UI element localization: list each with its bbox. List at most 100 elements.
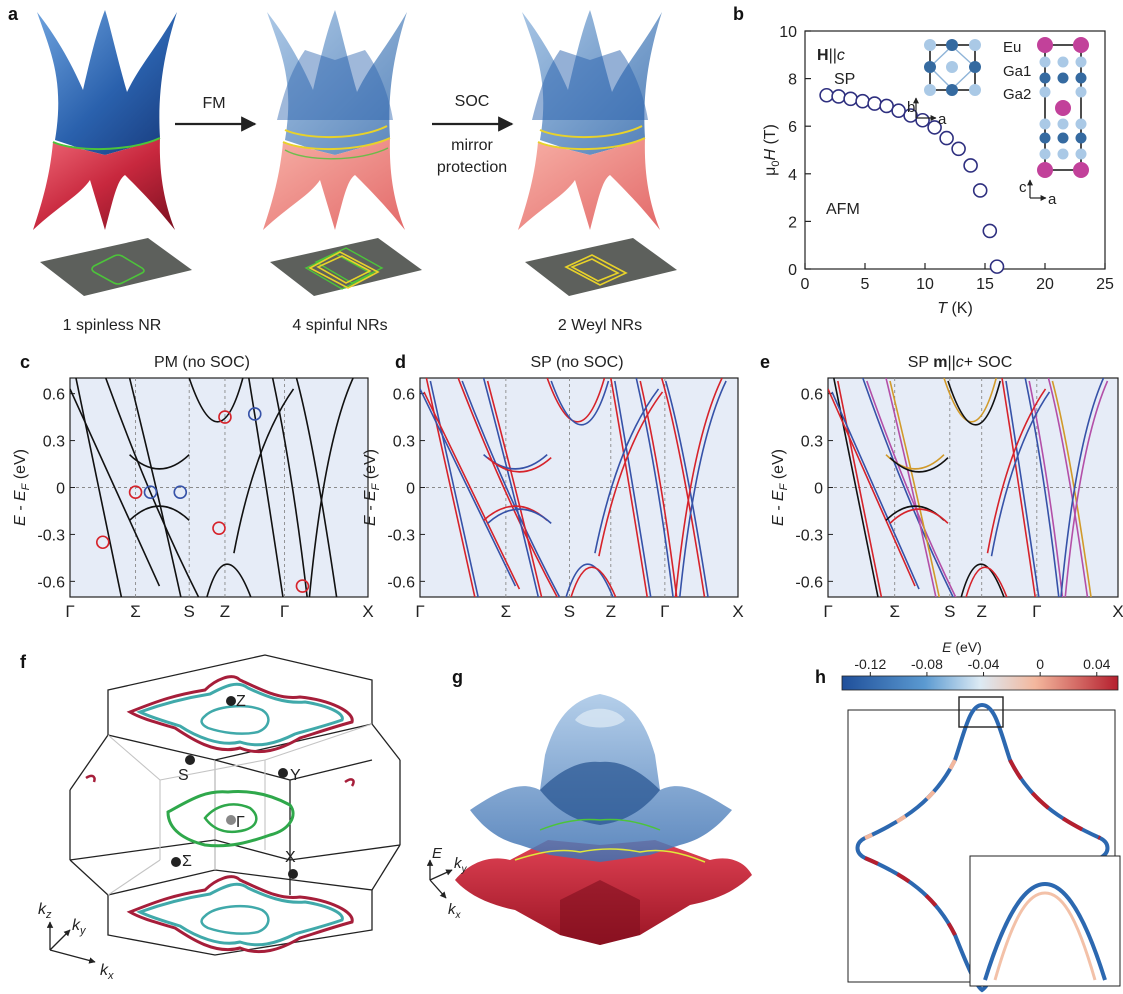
kx-label: kx	[100, 962, 114, 982]
atom-ga1	[969, 61, 981, 73]
panel-label-a: a	[8, 4, 19, 24]
nodal-ring-projection-1	[91, 254, 145, 285]
band-ylabel: E - EF (eV)	[362, 449, 382, 526]
lower-band-surface-shadow	[560, 880, 640, 945]
caption-1: 1 spinless NR	[63, 317, 162, 334]
phase-boundary-point	[915, 112, 930, 128]
nodal-point-marker	[173, 485, 188, 499]
hs-point-x	[288, 869, 298, 879]
panel-e-title: SP m||c+ SOC	[908, 354, 1013, 371]
atom-ga2	[1057, 118, 1069, 130]
band-line	[233, 388, 295, 554]
nodal-line-3d-green	[539, 818, 661, 831]
fermi-contour-segment-red	[1008, 759, 1101, 840]
y-tick-label: -0.6	[795, 574, 823, 591]
fermi-contour-segment-red-2	[864, 856, 957, 936]
band-line	[862, 378, 954, 597]
band-line	[248, 378, 284, 597]
colorbar-tick-label: -0.04	[968, 656, 1000, 672]
band-line	[594, 388, 660, 554]
weyl-ring-projection-1	[564, 254, 628, 286]
nodal-loop-bottom-inner	[136, 882, 344, 947]
legend-ga1: Ga1	[1003, 63, 1031, 80]
y-tick-label: 0	[406, 481, 415, 498]
band-line	[206, 563, 252, 597]
band-ylabel: E - EF (eV)	[770, 449, 790, 526]
panel-label-b: b	[733, 4, 744, 24]
atom-ga2	[1075, 86, 1087, 98]
panel-label-e: e	[760, 352, 770, 372]
hs-label-s: S	[178, 767, 189, 784]
kx-axis-arrow	[49, 949, 96, 964]
band-line-split	[679, 380, 727, 597]
phase-boundary-point	[843, 91, 858, 107]
colorbar-tick-label: 0.04	[1083, 656, 1110, 672]
bz-front-edge	[289, 759, 373, 781]
kpoint-label: S	[944, 602, 955, 621]
kpoint-label: Γ	[823, 602, 832, 621]
kpoint-label: X	[362, 602, 373, 621]
phase-boundary-point	[855, 93, 870, 109]
x-tick-label: 5	[861, 276, 870, 293]
hs-label-z: Z	[236, 693, 246, 710]
colorbar	[841, 675, 1119, 691]
bz-front-edge	[69, 839, 216, 861]
axis-b-label: b	[907, 99, 915, 116]
nodal-loop-middle-outer	[166, 790, 295, 848]
weyl-ring-projection-2	[570, 258, 620, 282]
bz-hidden-edges	[107, 723, 373, 896]
panel-label-c: c	[20, 352, 30, 372]
band-line	[128, 378, 182, 597]
band-line	[482, 378, 540, 597]
y-tick-label: 10	[779, 24, 797, 41]
kpoint-label: Γ	[415, 602, 424, 621]
panel-label-g: g	[452, 667, 463, 687]
colorbar-tick-label: -0.12	[854, 656, 886, 672]
phase-boundary-point	[972, 183, 988, 198]
band-ylabel: E - EF (eV)	[12, 449, 32, 526]
phase-diagram-points	[819, 87, 1005, 274]
nodal-ring-green	[52, 137, 161, 151]
kpoint-label: Z	[220, 602, 230, 621]
upper-band-top-cup	[575, 708, 625, 728]
band-line	[295, 378, 338, 597]
x-tick-label: 20	[1036, 276, 1054, 293]
nodal-point-marker	[212, 521, 226, 535]
band-line	[828, 388, 916, 587]
zoom-inset-contour-blue	[983, 881, 1107, 981]
plane-3	[525, 238, 677, 296]
upper-band-surface-core	[540, 761, 660, 825]
band-line-split	[486, 380, 543, 597]
band-line-split	[487, 508, 552, 524]
band-line	[960, 563, 1005, 597]
y-tick-label: 6	[788, 119, 797, 136]
atom-ga2	[1039, 86, 1051, 98]
x-tick-label: 10	[916, 276, 934, 293]
band-line-split	[990, 391, 1051, 557]
upper-band-surface-shift	[277, 50, 393, 120]
phase-boundary-point	[819, 87, 834, 103]
plane-1	[40, 238, 192, 296]
bz-edge	[69, 734, 109, 791]
nodal-loop-edge-right	[344, 778, 355, 787]
band-line	[425, 378, 476, 597]
caption-3: 2 Weyl NRs	[558, 317, 642, 334]
band-line-split	[1064, 380, 1109, 597]
unit-cell-ac	[1044, 44, 1082, 171]
atom-ga1	[1075, 72, 1087, 84]
band-cone-2	[263, 10, 407, 230]
panel-label-d: d	[395, 352, 406, 372]
phase-boundary-point	[939, 130, 954, 146]
band-line-split	[664, 380, 709, 597]
nodal-loop-bottom-outer	[126, 875, 354, 954]
hs-point-s	[185, 755, 195, 765]
y-tick-label: 0.3	[393, 434, 415, 451]
band-lines	[420, 378, 727, 597]
atom-ga1	[1075, 132, 1087, 144]
phase-boundary-point	[963, 158, 978, 173]
band-line	[420, 388, 517, 587]
atom-eu	[1073, 37, 1089, 53]
upper-band-surface	[267, 10, 407, 155]
band-line	[129, 505, 190, 521]
